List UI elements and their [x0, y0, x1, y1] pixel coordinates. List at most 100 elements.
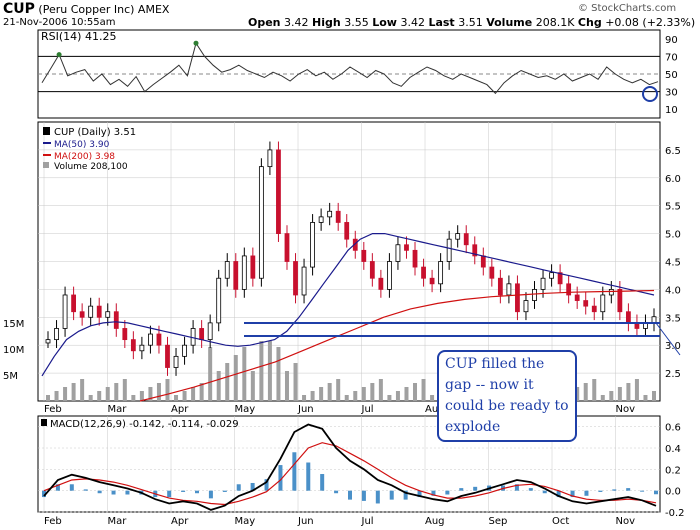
last-label: Last	[428, 16, 455, 29]
price-bar	[310, 222, 315, 268]
high-label: High	[312, 16, 341, 29]
volume-bar	[643, 395, 648, 401]
volume-bar	[319, 387, 324, 401]
price-bar	[557, 272, 563, 285]
macd-tick-label: -0.2	[665, 508, 685, 519]
chg-label: Chg	[577, 16, 602, 29]
price-bar	[429, 277, 435, 285]
volume-bar	[63, 387, 68, 401]
volume-bar	[592, 379, 597, 401]
quote-line: Open 3.42 High 3.55 Low 3.42 Last 3.51 V…	[248, 16, 695, 29]
macd-hist-bar	[236, 484, 241, 491]
price-bar	[369, 261, 375, 279]
volume-bar	[259, 341, 264, 401]
macd-line	[43, 423, 657, 511]
price-bar	[600, 294, 606, 313]
price-bar	[156, 333, 162, 346]
macd-hist-bar	[598, 490, 603, 492]
ticker-symbol: CUP	[3, 1, 35, 17]
price-bar	[489, 266, 495, 279]
macd-hist-bar	[403, 490, 408, 500]
price-bar	[335, 210, 341, 223]
macd-legend-swatch	[41, 419, 47, 426]
price-bar	[515, 283, 520, 313]
price-bar	[438, 261, 444, 285]
volume-bar	[626, 383, 631, 401]
open-value: 3.42	[284, 16, 309, 29]
volume-bar	[353, 391, 358, 401]
price-bar	[532, 288, 537, 301]
volume-bar	[233, 355, 238, 401]
volume-legend-label: Volume 208,100	[54, 162, 128, 172]
volume-bar	[122, 379, 127, 401]
macd-hist-bar	[348, 490, 352, 500]
price-bar	[233, 261, 239, 290]
price-bar	[463, 233, 469, 246]
annotation-box: CUP filled the gap -- now it could be re…	[437, 350, 577, 442]
macd-hist-bar	[389, 490, 394, 500]
price-bar	[224, 261, 230, 279]
price-bar	[412, 249, 418, 268]
last-value: 3.51	[458, 16, 483, 29]
ma50-line	[41, 233, 655, 377]
macd-hist-bar	[208, 490, 213, 499]
price-bar	[62, 294, 68, 329]
price-tick-label: 2.5	[665, 369, 681, 380]
volume-tick-label: 10M	[3, 345, 24, 356]
price-bar	[318, 216, 324, 223]
price-bar	[113, 311, 119, 329]
volume-bar	[634, 379, 639, 401]
date-time: 21-Nov-2006 10:55am	[3, 17, 116, 28]
month-label: Jul	[361, 404, 374, 415]
month-label: Oct	[552, 516, 569, 527]
volume-bar	[395, 391, 400, 401]
price-tick-label: 6.5	[665, 146, 681, 157]
price-bar	[361, 249, 367, 262]
price-bar	[549, 272, 554, 279]
month-label: Jun	[297, 404, 314, 415]
volume-bar	[344, 395, 349, 401]
price-tick-label: 4.0	[665, 285, 681, 296]
price-bar	[216, 277, 222, 324]
price-bar	[105, 311, 111, 318]
rsi-tick-label: 30	[665, 88, 678, 99]
month-label: Apr	[171, 404, 189, 415]
volume-bar	[216, 371, 221, 401]
rsi-panel: 90 70 50 30 10 RSI(14) 41.25	[37, 29, 678, 119]
price-bars	[45, 141, 657, 376]
rsi-tick-label: 50	[665, 70, 678, 81]
price-bar	[267, 149, 273, 168]
volume-bar	[609, 391, 614, 401]
volume-bar	[148, 387, 153, 401]
macd-hist-bar	[222, 490, 227, 492]
volume-bar	[88, 395, 93, 401]
volume-bar	[284, 371, 289, 401]
volume-bar	[54, 391, 59, 401]
price-bar	[523, 300, 529, 313]
price-bar	[293, 261, 298, 296]
volume-bar	[617, 387, 622, 401]
price-bar	[173, 355, 179, 368]
price-bar	[480, 255, 486, 268]
price-bar	[344, 222, 350, 240]
volume-axis: 15M 10M 5M	[3, 319, 24, 382]
price-bar	[506, 283, 512, 296]
price-tick-label: 3.0	[665, 341, 681, 352]
ma50-legend-label: MA(50) 3.90	[54, 140, 110, 150]
macd-hist-bar	[417, 490, 422, 498]
volume-bar	[199, 383, 204, 401]
macd-hist-bar	[320, 474, 325, 491]
volume-bar	[131, 395, 136, 401]
macd-panel: 0.6 0.4 0.2 0.0 -0.2 MACD(12,26,9) -0.142, -…	[37, 415, 685, 527]
macd-hist-bar	[528, 488, 533, 491]
volume-bar	[174, 395, 179, 401]
volume-bar	[276, 347, 281, 401]
month-label: May	[235, 404, 256, 415]
volume-tick-label: 15M	[3, 319, 24, 330]
price-bar	[241, 255, 247, 290]
macd-hist-bar	[584, 490, 589, 496]
macd-title: MACD(12,26,9) -0.142, -0.114, -0.029	[50, 419, 239, 430]
macd-hist-bar	[445, 490, 450, 495]
volume-bar	[242, 347, 247, 401]
price-bar	[387, 261, 392, 290]
